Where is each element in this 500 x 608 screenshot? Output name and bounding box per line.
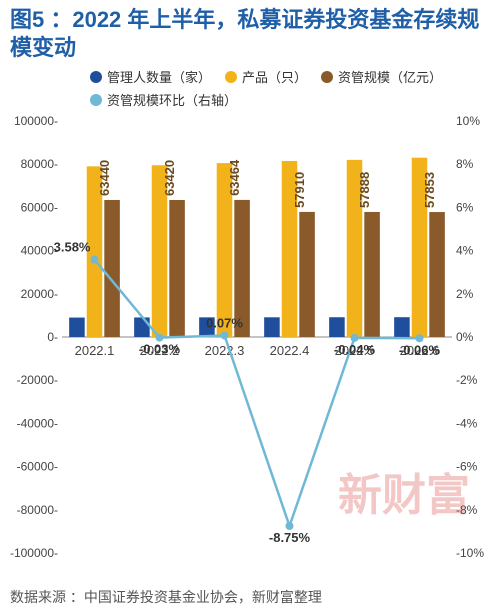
x-tick-label: 2022.4 xyxy=(270,343,310,358)
svg-text:6%: 6% xyxy=(456,200,474,214)
line-marker xyxy=(416,334,424,342)
legend-item: 产品（只） xyxy=(225,67,307,86)
bar-value-label: 57888 xyxy=(357,172,372,208)
bar-value-label: 63420 xyxy=(162,160,177,196)
svg-text:60000-: 60000- xyxy=(21,200,58,214)
bar xyxy=(429,212,445,337)
legend-swatch xyxy=(225,71,237,83)
line-marker xyxy=(221,331,229,339)
svg-text:8%: 8% xyxy=(456,157,474,171)
svg-text:20000-: 20000- xyxy=(21,287,58,301)
bar-value-label: 63440 xyxy=(97,160,112,196)
bar xyxy=(264,317,280,337)
svg-text:-4%: -4% xyxy=(456,416,478,430)
bar xyxy=(299,212,315,337)
legend-label: 资管规模环比（右轴） xyxy=(107,90,237,109)
line-marker xyxy=(91,256,99,264)
bar xyxy=(69,318,85,337)
bar xyxy=(394,317,410,337)
bar-value-label: 57910 xyxy=(292,172,307,208)
svg-text:10%: 10% xyxy=(456,114,480,128)
combo-chart: -100000- -80000- -60000- -40000- -20000- 0- 20… xyxy=(0,113,500,583)
bar xyxy=(134,317,150,337)
legend-label: 产品（只） xyxy=(242,67,307,86)
legend-swatch xyxy=(321,71,333,83)
svg-text:-8%: -8% xyxy=(456,503,478,517)
legend-item: 管理人数量（家） xyxy=(90,67,211,86)
chart-title: 图5 ：2022 年上半年，私募证券投资基金存续规模变动 xyxy=(0,0,500,63)
svg-text:-80000-: -80000- xyxy=(17,503,58,517)
line-value-label: -8.75% xyxy=(269,530,311,545)
legend-item: 资管规模环比（右轴） xyxy=(90,90,237,109)
x-tick-label: 2022.3 xyxy=(205,343,245,358)
bar-value-label: 63464 xyxy=(227,159,242,196)
svg-text:-2%: -2% xyxy=(456,373,478,387)
line-marker xyxy=(351,334,359,342)
line-value-label: 0.07% xyxy=(206,315,243,330)
chart-area: -100000- -80000- -60000- -40000- -20000- 0- 20… xyxy=(0,113,500,583)
legend-label: 管理人数量（家） xyxy=(107,67,211,86)
line-value-label: 3.58% xyxy=(54,240,91,255)
svg-text:80000-: 80000- xyxy=(21,157,58,171)
svg-text:-100000-: -100000- xyxy=(10,546,58,560)
svg-text:100000-: 100000- xyxy=(14,114,58,128)
svg-text:40000-: 40000- xyxy=(21,244,58,258)
data-source: 数据来源 ：中国证券投资基金业协会，新财富整理 xyxy=(0,583,500,607)
bar xyxy=(104,200,120,337)
svg-text:0-: 0- xyxy=(47,330,58,344)
legend-swatch xyxy=(90,71,102,83)
bar-value-label: 57853 xyxy=(422,172,437,208)
legend: 管理人数量（家） 产品（只） 资管规模（亿元） 资管规模环比（右轴） xyxy=(0,63,500,113)
svg-text:2%: 2% xyxy=(456,287,474,301)
svg-text:0%: 0% xyxy=(456,330,474,344)
legend-item: 资管规模（亿元） xyxy=(321,67,442,86)
svg-text:-10%: -10% xyxy=(456,546,484,560)
legend-swatch xyxy=(90,94,102,106)
legend-label: 资管规模（亿元） xyxy=(338,67,442,86)
line-marker xyxy=(286,522,294,530)
line-value-label: -0.04% xyxy=(334,342,376,357)
line-value-label: -0.06% xyxy=(399,342,441,357)
x-tick-label: 2022.1 xyxy=(75,343,115,358)
svg-text:-60000-: -60000- xyxy=(17,460,58,474)
svg-text:4%: 4% xyxy=(456,244,474,258)
bar xyxy=(329,317,345,337)
svg-text:-20000-: -20000- xyxy=(17,373,58,387)
line-marker xyxy=(156,334,164,342)
svg-text:-6%: -6% xyxy=(456,460,478,474)
line-value-label: -0.03% xyxy=(139,342,181,357)
svg-text:-40000-: -40000- xyxy=(17,416,58,430)
bar xyxy=(364,212,380,337)
bar xyxy=(169,200,185,337)
